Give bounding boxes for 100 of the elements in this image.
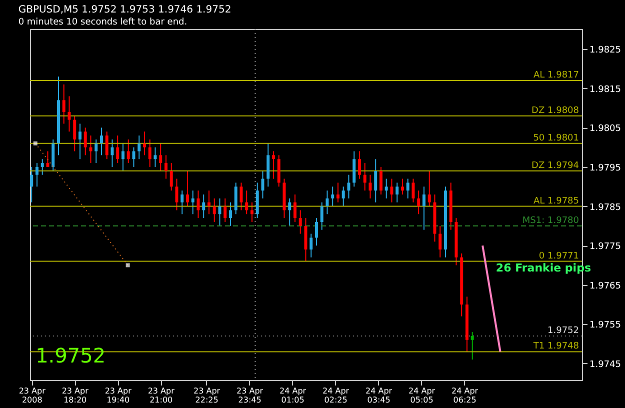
candlestick [412,178,415,203]
y-tick-label: 1.9805 [590,124,621,134]
candlestick [368,174,372,199]
candlestick [331,186,334,207]
candlestick [417,190,420,215]
candlestick [310,233,313,258]
candlestick [116,135,120,164]
candlestick [105,131,108,160]
candlestick [272,150,275,180]
chart-title: GBPUSD,M5 1.9752 1.9753 1.9746 1.9752 [18,4,232,16]
ref-line-label: T1 1.9748 [532,342,580,352]
ref-line-label: 50 1.9801 [533,133,579,144]
candlestick [52,138,55,172]
candlestick [422,186,426,230]
candlestick [326,190,329,215]
candlestick [342,186,345,207]
candlestick [336,182,340,203]
candlestick [288,198,292,226]
y-tick-label: 1.9795 [590,163,621,174]
ref-line-label: DZ 1.9794 [532,160,580,171]
candlestick [470,332,474,360]
candlestick [234,182,238,215]
candlestick [228,202,232,226]
candlestick [186,170,189,207]
x-tick-label: 24 Apr 01:05 [280,386,307,404]
x-tick-label: 23 Apr 19:40 [104,386,132,404]
ref-line-label: 1.9752 [548,326,579,336]
candlestick [277,154,280,188]
x-tick-label: 23 Apr 23:45 [236,386,264,404]
x-tick-label: 24 Apr 02:25 [322,386,350,404]
candlestick [207,190,210,215]
candlestick [94,138,98,164]
candlestick [78,123,82,160]
ref-line-label: AL 1.9785 [533,196,579,206]
candlestick [240,182,243,211]
candlestick [374,158,378,203]
x-tick-label: 23 Apr 22:25 [194,386,221,404]
candlestick [148,138,152,168]
y-tick-label: 1.9745 [590,360,621,370]
candlestick [266,142,270,188]
candlestick [406,178,410,199]
candlestick [196,190,200,219]
candlestick [379,166,382,195]
candlestick [224,198,227,222]
candlestick [35,162,38,188]
y-tick-label: 1.9785 [590,202,621,213]
candlestick [180,190,184,215]
candlestick [314,218,318,246]
candlestick [110,138,114,168]
candlestick [320,202,324,230]
candlestick [170,162,173,192]
candlestick [250,202,254,222]
candlestick [298,210,302,234]
candlestick [438,225,442,258]
candlestick [142,131,146,156]
candlestick [304,218,308,262]
candlestick [212,198,216,222]
ref-line-label: 0 1.9771 [538,251,579,262]
candlestick [191,190,194,215]
candlestick [347,174,350,199]
ref-line-label: AL 1.9817 [533,70,579,80]
x-tick-label: 23 Apr 21:00 [148,386,176,404]
x-tick-label: 23 Apr 2008 [18,386,46,404]
chart-subtitle: 0 minutes 10 seconds left to bar end. [18,18,188,28]
candlestick [121,142,124,172]
y-tick-label: 1.9765 [590,281,621,292]
candlestick [164,154,168,180]
candlestick [400,178,404,195]
candlestick [256,182,259,219]
candlestick [390,178,394,203]
candlestick [159,142,162,172]
candlestick [46,150,50,168]
candlestick [138,135,141,160]
ref-line-label: MS1: 1.9780 [522,216,580,226]
candlestick [358,150,361,180]
candlestick [261,170,264,199]
candlestick [428,170,431,207]
candlestick [30,166,34,203]
candlestick [154,146,157,168]
candlestick [363,162,366,192]
ref-line-label: DZ 1.9808 [532,106,580,116]
candlestick [73,115,76,152]
candlestick [126,138,130,164]
candlestick [352,150,356,188]
y-tick-label: 1.9775 [590,242,621,252]
candlestick [175,178,178,211]
y-tick-label: 1.9755 [590,320,621,331]
y-tick-label: 1.9815 [590,84,621,95]
candlestick [293,194,296,222]
y-tick-label: 1.9825 [590,46,621,56]
candlestick [245,190,248,215]
x-tick-label: 23 Apr 18:20 [62,386,90,404]
candlestick [384,178,388,199]
candlestick [68,96,71,132]
candlestick [62,84,66,124]
candlestick [40,158,44,176]
candlestick [218,198,222,226]
candlestick [84,127,87,156]
candlestick [132,146,136,168]
x-tick-label: 24 Apr 06:25 [452,386,479,404]
